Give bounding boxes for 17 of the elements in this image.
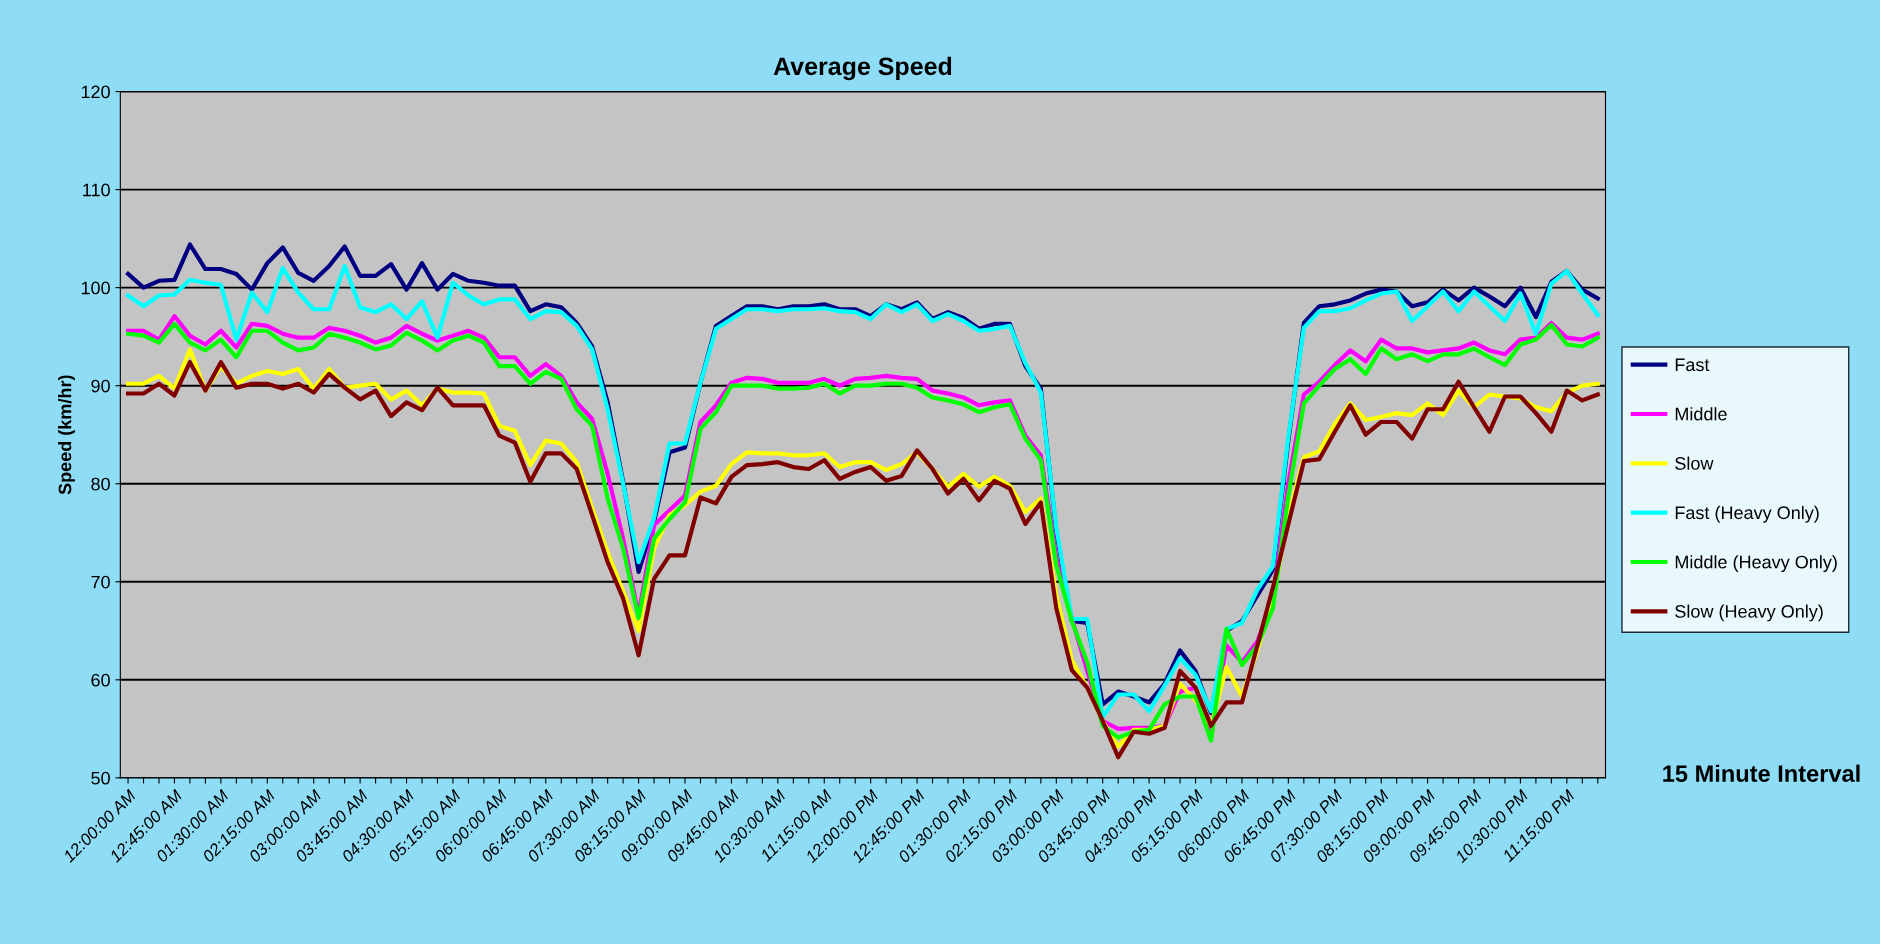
x-axis-title: 15 Minute Interval — [1663, 764, 1860, 782]
y-tick-label: 100 — [81, 281, 110, 295]
legend-label: Middle (Heavy Only) — [1675, 555, 1837, 573]
y-tick-label: 70 — [91, 575, 110, 589]
legend-label: Slow — [1675, 456, 1714, 470]
y-tick-label: 50 — [91, 771, 110, 785]
legend-label: Fast — [1675, 358, 1710, 372]
y-tick-label: 110 — [83, 183, 110, 197]
chart-title: Average Speed — [773, 56, 952, 81]
y-tick-label: 120 — [81, 85, 110, 99]
legend-label: Middle — [1675, 407, 1727, 421]
y-tick-label: 80 — [91, 477, 110, 491]
legend-label: Fast (Heavy Only) — [1675, 505, 1819, 523]
y-tick-label: 90 — [91, 379, 110, 393]
y-axis-title: Speed (km/hr) — [58, 375, 75, 495]
y-tick-label: 60 — [91, 673, 110, 687]
legend-label: Slow (Heavy Only) — [1675, 604, 1823, 622]
